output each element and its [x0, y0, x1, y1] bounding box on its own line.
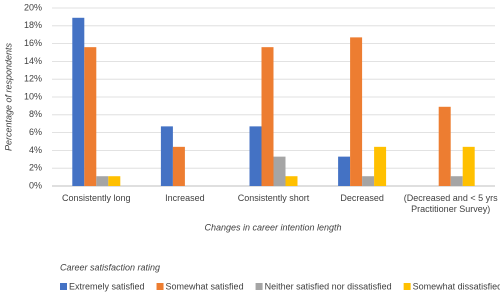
y-axis-title: Percentage of respondents	[3, 42, 13, 151]
bar	[438, 106, 451, 186]
bar	[160, 126, 173, 186]
bar	[462, 146, 475, 186]
y-tick-label: 14%	[24, 56, 42, 66]
y-tick-label: 20%	[24, 2, 42, 12]
bar	[172, 146, 185, 186]
y-tick-label: 4%	[29, 145, 42, 155]
bar	[273, 156, 286, 186]
y-tick-label: 18%	[24, 20, 42, 30]
bar	[261, 47, 274, 186]
y-tick-label: 8%	[29, 109, 42, 119]
bar	[72, 17, 85, 186]
bar	[450, 176, 463, 186]
y-tick-label: 2%	[29, 163, 42, 173]
bar	[84, 47, 97, 186]
legend-label: Neither satisfied nor dissatisfied	[265, 281, 392, 291]
bar	[350, 37, 363, 187]
legend-swatch	[403, 283, 411, 290]
y-tick-label: 16%	[24, 38, 42, 48]
legend-swatch	[255, 283, 263, 290]
x-axis-title: Changes in career intention length	[204, 222, 341, 232]
legend-swatch	[60, 283, 67, 290]
bar	[96, 176, 109, 186]
legend-title: Career satisfaction rating	[60, 262, 160, 272]
bar	[374, 146, 387, 186]
legend-label: Extremely satisfied	[69, 281, 145, 291]
y-tick-label: 0%	[29, 180, 42, 190]
legend-label: Somewhat satisfied	[166, 281, 244, 291]
x-tick-label: Increased	[165, 193, 205, 203]
bar	[285, 176, 298, 186]
x-tick-label: Consistently short	[237, 193, 310, 203]
y-tick-label: 6%	[29, 127, 42, 137]
y-tick-label: 12%	[24, 74, 42, 84]
x-tick-label: Decreased	[340, 193, 384, 203]
x-tick-label: Consistently long	[62, 193, 131, 203]
bar	[108, 176, 121, 186]
bar	[338, 156, 351, 186]
legend-swatch	[156, 283, 164, 290]
bar	[362, 176, 375, 186]
bar	[249, 126, 262, 186]
legend-label: Somewhat dissatisfied	[413, 281, 500, 291]
y-tick-label: 10%	[24, 91, 42, 101]
x-tick-label: (Decreased and < 5 yrs Practitioner Surv…	[403, 193, 498, 214]
